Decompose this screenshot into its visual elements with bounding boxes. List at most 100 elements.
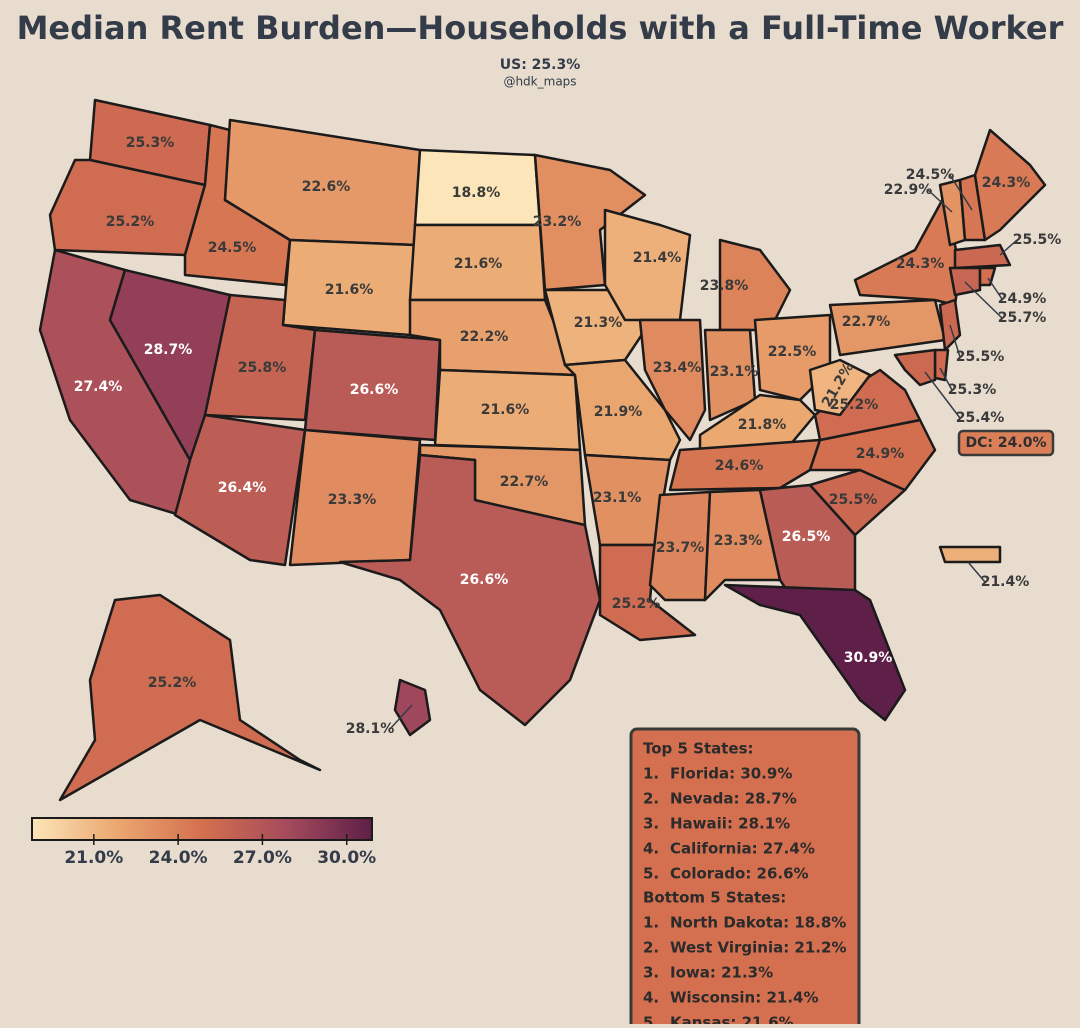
state-label: 23.8% xyxy=(700,278,749,294)
state-label: 23.7% xyxy=(656,540,705,556)
leader-line xyxy=(949,174,973,211)
state xyxy=(978,266,997,287)
state-label: 21.4% xyxy=(633,250,682,266)
state-label: 25.5% xyxy=(956,349,1005,365)
subtitle: US: 25.3% xyxy=(500,57,581,73)
state-label: 21.6% xyxy=(481,402,530,418)
rank-item: West Virginia: 21.2% xyxy=(670,939,846,957)
title: Median Rent Burden—Households with a Ful… xyxy=(17,9,1064,47)
state-label: 18.8% xyxy=(452,185,501,201)
state xyxy=(948,266,982,297)
state-label: 22.5% xyxy=(768,344,817,360)
state-label: 24.3% xyxy=(896,256,945,272)
state-label: 21.6% xyxy=(325,282,374,298)
leader-line xyxy=(987,277,1003,300)
state-label: 23.3% xyxy=(328,492,377,508)
state-label: 24.9% xyxy=(856,446,905,462)
rank-number: 1. xyxy=(643,914,659,932)
rankings-heading: Top 5 States: xyxy=(643,740,754,758)
state-label: 25.2% xyxy=(830,397,879,413)
colorbar-tick-label: 24.0% xyxy=(149,848,208,868)
state xyxy=(933,348,950,382)
state-label: 21.3% xyxy=(574,315,623,331)
rank-item: California: 27.4% xyxy=(670,840,815,858)
rank-number: 2. xyxy=(643,790,659,808)
rank-number: 3. xyxy=(643,815,659,833)
state xyxy=(638,318,707,442)
rank-item: Colorado: 26.6% xyxy=(670,865,809,883)
rank-item: Iowa: 21.3% xyxy=(670,964,773,982)
state-label: 28.7% xyxy=(144,342,193,358)
state-label: 23.2% xyxy=(533,214,582,230)
rank-number: 4. xyxy=(643,989,659,1007)
state-label: 26.6% xyxy=(460,572,509,588)
leader-line xyxy=(964,281,1003,319)
state-label: 24.9% xyxy=(998,291,1047,307)
leader-line xyxy=(999,239,1018,256)
state-label: 22.7% xyxy=(842,314,891,330)
leader-line xyxy=(967,561,986,583)
state-label: 27.4% xyxy=(74,379,123,395)
colorbar-tick-label: 27.0% xyxy=(233,848,292,868)
state-label: 25.7% xyxy=(998,310,1047,326)
leader-line xyxy=(389,704,413,730)
state-label: 23.4% xyxy=(653,360,702,376)
rank-number: 4. xyxy=(643,840,659,858)
state-label: 24.3% xyxy=(982,175,1031,191)
state xyxy=(58,593,322,802)
state-label: 25.3% xyxy=(948,382,997,398)
state-label: 25.3% xyxy=(126,135,175,151)
leader-line xyxy=(924,371,961,419)
colorbar xyxy=(31,817,373,841)
state-label: 23.3% xyxy=(714,533,763,549)
rank-number: 3. xyxy=(643,964,659,982)
state-label: 21.8% xyxy=(738,417,787,433)
state xyxy=(973,128,1047,242)
credit: @hdk_maps xyxy=(503,75,576,89)
state-label: 25.5% xyxy=(1013,232,1062,248)
dc-label: DC: 24.0% xyxy=(966,435,1047,451)
state-label: 24.6% xyxy=(715,458,764,474)
state xyxy=(648,490,712,602)
state-label: 25.4% xyxy=(956,410,1005,426)
rankings-box xyxy=(629,727,861,1028)
leader-line xyxy=(939,367,953,391)
state-label: 25.5% xyxy=(829,492,878,508)
state xyxy=(338,453,602,727)
rank-number: 2. xyxy=(643,939,659,957)
state-label: 22.6% xyxy=(302,179,351,195)
rank-item: North Dakota: 18.8% xyxy=(670,914,846,932)
rankings-heading: Bottom 5 States: xyxy=(643,889,786,907)
state-label: 25.8% xyxy=(238,360,287,376)
state xyxy=(808,358,872,417)
state-label: 23.1% xyxy=(593,490,642,506)
state xyxy=(718,238,792,332)
state-label: 21.4% xyxy=(981,574,1030,590)
rank-item: Wisconsin: 21.4% xyxy=(670,989,819,1007)
state-label: 22.9% xyxy=(884,182,933,198)
state xyxy=(703,488,782,602)
state xyxy=(723,583,907,722)
rank-number: 5. xyxy=(643,1014,659,1025)
rank-item: Florida: 30.9% xyxy=(670,765,792,783)
state xyxy=(563,358,682,462)
rank-item: Nevada: 28.7% xyxy=(670,790,797,808)
state-label: 26.4% xyxy=(218,480,267,496)
state-label: 25.2% xyxy=(148,675,197,691)
state-label: 24.5% xyxy=(208,240,257,256)
state xyxy=(668,438,822,492)
state-label: 25.2% xyxy=(106,214,155,230)
rank-number: 1. xyxy=(643,765,659,783)
dc-box xyxy=(957,429,1055,457)
state-label: 23.1% xyxy=(710,364,759,380)
colorbar-tick-label: 30.0% xyxy=(317,848,376,868)
state xyxy=(393,678,432,737)
state-label: 30.9% xyxy=(844,650,893,666)
state xyxy=(938,545,1002,564)
state-label: 22.7% xyxy=(500,474,549,490)
rank-item: Hawaii: 28.1% xyxy=(670,815,790,833)
state-label: 26.5% xyxy=(782,529,831,545)
state-label: 26.6% xyxy=(350,382,399,398)
state-label: 25.2% xyxy=(612,596,661,612)
